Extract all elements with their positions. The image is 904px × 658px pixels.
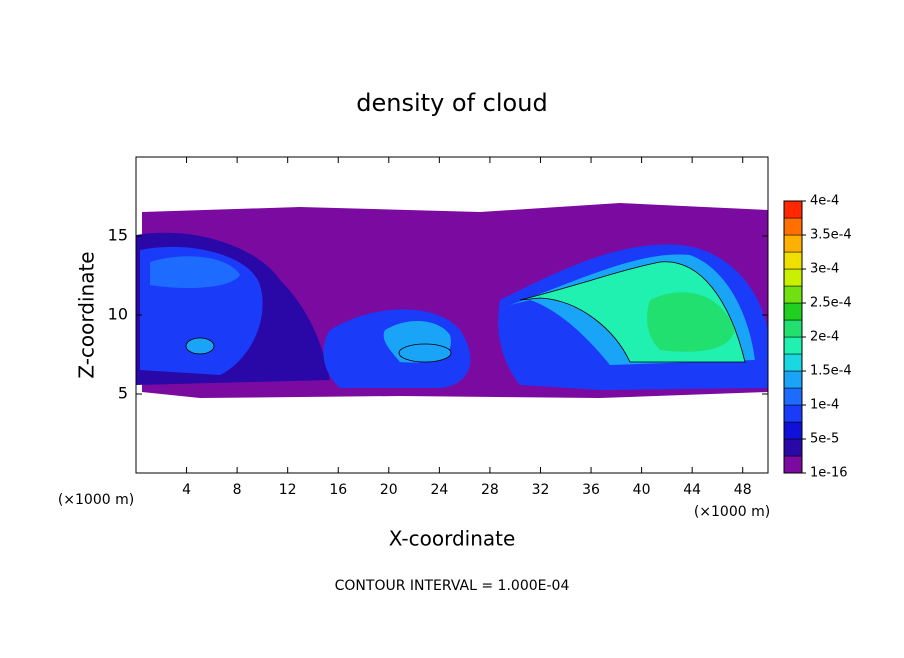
x-tick-label: 12 <box>279 482 297 498</box>
colorbar-band <box>783 421 803 440</box>
colorbar-tick-label: 2e-4 <box>810 330 839 345</box>
colorbar-tick-label: 4e-4 <box>810 194 839 209</box>
x-tick-label: 44 <box>683 482 701 498</box>
y-tick-label: 10 <box>108 305 128 324</box>
colorbar-band <box>783 336 803 355</box>
y-tick-label: 15 <box>108 226 128 245</box>
colorbar-band <box>783 302 803 321</box>
colorbar-band <box>783 455 803 474</box>
colorbar-tick-label: 5e-5 <box>810 432 839 447</box>
contour-region <box>150 256 240 288</box>
x-tick-label: 20 <box>380 482 398 498</box>
colorbar-band <box>783 217 803 236</box>
x-tick-label: 32 <box>532 482 550 498</box>
colorbar-tick-label: 1.5e-4 <box>810 364 852 379</box>
y-axis-label: Z-coordinate <box>75 251 99 378</box>
colorbar-band <box>783 285 803 304</box>
x-unit: (×1000 m) <box>694 504 770 520</box>
y-tick-label: 5 <box>118 384 128 403</box>
x-axis-label: X-coordinate <box>389 527 516 551</box>
colorbar-band <box>783 404 803 423</box>
footnote: CONTOUR INTERVAL = 1.000E-04 <box>335 578 570 594</box>
x-tick-label: 36 <box>582 482 600 498</box>
colorbar-band <box>783 268 803 287</box>
colorbar-band <box>783 387 803 406</box>
x-tick-label: 24 <box>430 482 448 498</box>
x-tick-label: 40 <box>633 482 651 498</box>
contour-region <box>647 292 735 352</box>
colorbar-band <box>783 251 803 270</box>
colorbar-band <box>783 438 803 457</box>
contour-region <box>185 337 215 355</box>
colorbar-band <box>783 353 803 372</box>
x-tick-label: 8 <box>233 482 242 498</box>
colorbar-tick-label: 1e-4 <box>810 398 839 413</box>
colorbar-tick-label: 3.5e-4 <box>810 228 852 243</box>
x-tick-label: 28 <box>481 482 499 498</box>
colorbar-band <box>783 370 803 389</box>
colorbar-band <box>783 319 803 338</box>
field <box>136 203 768 398</box>
colorbar-tick-label: 1e-16 <box>810 466 848 481</box>
colorbar-tick-label: 3e-4 <box>810 262 839 277</box>
chart-title: density of cloud <box>356 89 547 117</box>
x-tick-label: 48 <box>734 482 752 498</box>
x-unit: (×1000 m) <box>58 492 134 508</box>
colorbar-tick-label: 2.5e-4 <box>810 296 852 311</box>
x-tick-label: 16 <box>329 482 347 498</box>
contour-region <box>398 343 452 363</box>
x-tick-label: 4 <box>182 482 191 498</box>
colorbar-band <box>783 200 803 219</box>
colorbar-band <box>783 234 803 253</box>
